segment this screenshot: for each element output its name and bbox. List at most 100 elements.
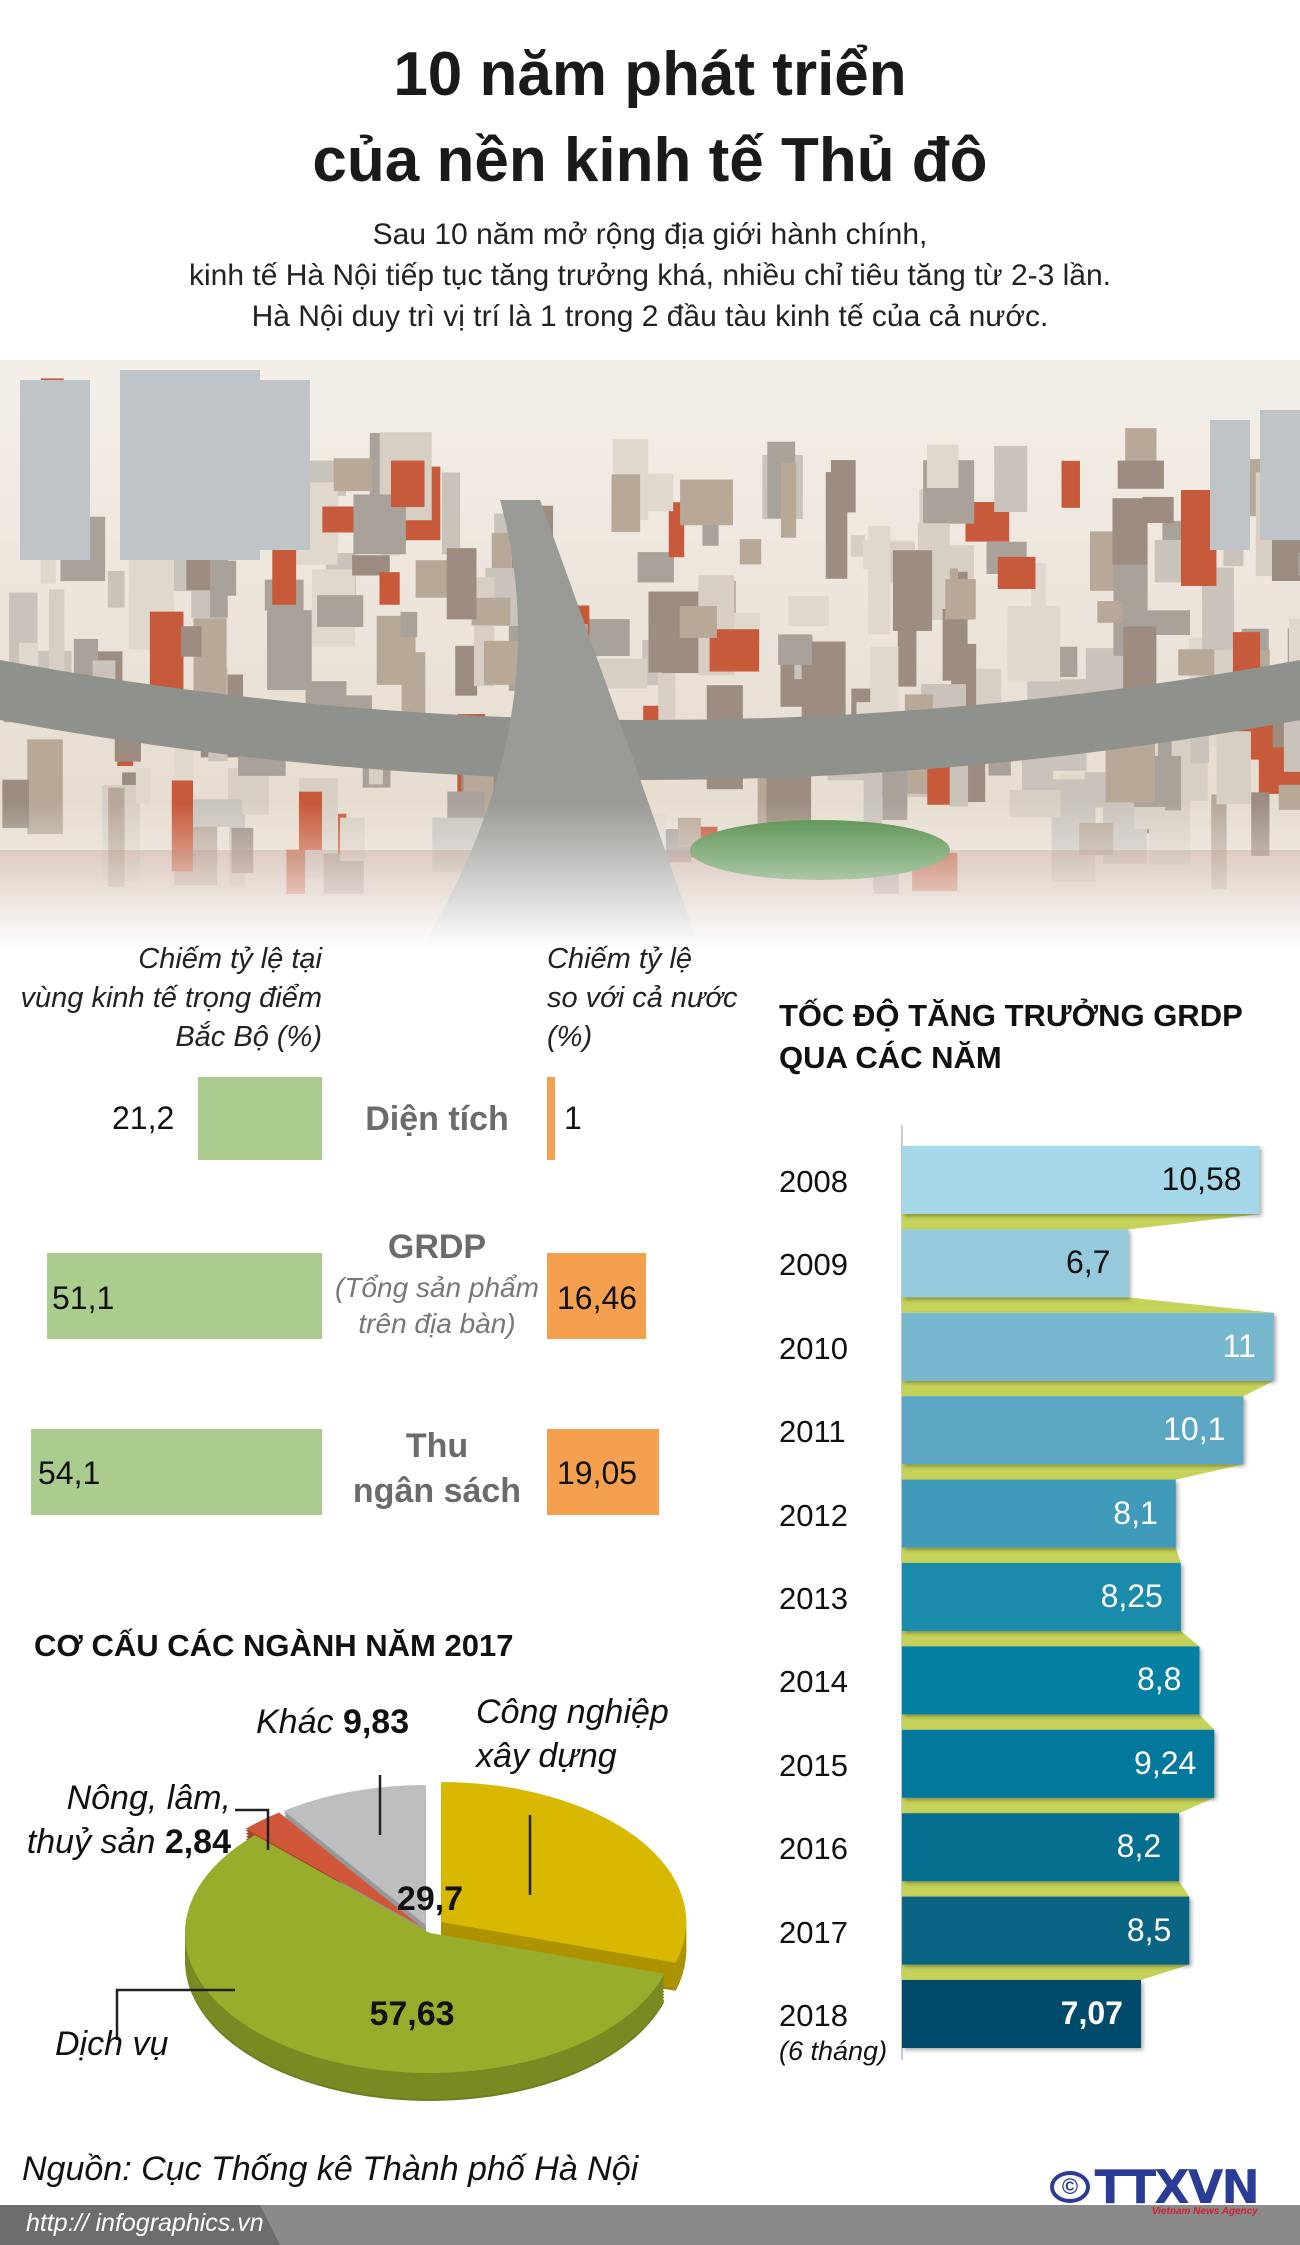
pie-label-agriculture: Nông, lâm, thuỷ sản 2,84: [16, 1776, 231, 1864]
year-note: (6 tháng): [779, 2036, 888, 2066]
bar-value-label: 10,58: [1161, 1161, 1242, 1197]
slice-name: Khác: [256, 1703, 334, 1741]
region-bar-grdp: [47, 1253, 322, 1339]
title-line-2: của nền kinh tế Thủ đô: [312, 126, 988, 195]
slice-value: 2,84: [164, 1823, 231, 1861]
bar-connector: [902, 1714, 1215, 1730]
pie-value-industry: 29,7: [396, 1880, 464, 1918]
bar-connector: [902, 1297, 1274, 1313]
slice-value: 9,83: [342, 1703, 410, 1741]
row-label-grdp: GRDP: [387, 1228, 487, 1266]
bar-connector: [902, 1631, 1200, 1647]
leader-line: [235, 1808, 270, 1850]
subtitle-line: Sau 10 năm mở rộng địa giới hành chính,: [372, 218, 928, 251]
bar-value-label: 8,1: [1113, 1494, 1158, 1531]
source-note: Nguồn: Cục Thống kê Thành phố Hà Nội: [22, 2150, 639, 2188]
leader-line: [115, 1988, 235, 2040]
bar-2018: [902, 1980, 1141, 2048]
national-value-budget: 19,05: [557, 1455, 638, 1491]
year-label: 2010: [779, 1330, 848, 1366]
national-bar-budget: [547, 1429, 659, 1515]
bar-2008: [902, 1146, 1260, 1214]
label-line: Thu: [405, 1427, 469, 1465]
title-line-1: 10 năm phát triển: [393, 40, 907, 109]
bar-value-label: 6,7: [1065, 1244, 1111, 1281]
national-share-header: Chiếm tỷ lệ so với cả nước (%): [547, 940, 767, 1057]
pie-label-other: Khác 9,83: [256, 1700, 409, 1744]
pie-slice-dịch: [185, 1835, 665, 2073]
row-label-budget: Thu ngân sách: [332, 1424, 542, 1514]
year-label: 2016: [779, 1831, 848, 1867]
bar-value-label: 8,8: [1136, 1661, 1182, 1698]
region-value-budget: 54,1: [38, 1455, 101, 1491]
bar-2009: [902, 1229, 1129, 1298]
page-title: 10 năm phát triển của nền kinh tế Thủ đô: [0, 32, 1300, 204]
bar-2012: [902, 1479, 1176, 1548]
region-share-header: Chiếm tỷ lệ tại vùng kinh tế trọng điểm …: [10, 940, 322, 1057]
year-label: 2017: [779, 1914, 848, 1950]
national-bar-grdp: [547, 1253, 646, 1339]
header-line: (%): [547, 1021, 593, 1053]
sublabel-line: trên địa bàn): [358, 1308, 516, 1339]
slice-name-line: thuỷ sản: [26, 1823, 156, 1861]
bar-2011: [902, 1396, 1244, 1465]
slice-name-line: Công nghiệp: [476, 1693, 669, 1731]
bar-connector: [902, 1797, 1215, 1814]
bar-2016: [902, 1813, 1180, 1882]
ttxvn-logo: © TTXVN Vietnam News Agency: [1050, 2160, 1260, 2217]
header-line: Chiếm tỷ lệ tại: [138, 943, 322, 975]
footer-tab: [0, 2205, 280, 2245]
subtitle-line: Hà Nội duy trì vị trí là 1 trong 2 đầu t…: [251, 300, 1049, 333]
bar-2017: [902, 1896, 1190, 1965]
region-value-area: 21,2: [112, 1100, 175, 1136]
logo-subtext: Vietnam News Agency: [1151, 2206, 1258, 2217]
sublabel-line: (Tổng sản phẩm: [335, 1272, 539, 1303]
pie-slice-khác: [283, 1784, 426, 1925]
bar-value-label: 9,24: [1134, 1744, 1197, 1781]
year-label: 2011: [779, 1414, 846, 1450]
bar-value-label: 8,5: [1126, 1911, 1172, 1948]
row-sublabel-grdp: (Tổng sản phẩm trên địa bàn): [332, 1270, 542, 1342]
hanoi-city-photo: [0, 360, 1300, 950]
subtitle: Sau 10 năm mở rộng địa giới hành chính, …: [0, 214, 1300, 337]
label-line: ngân sách: [352, 1472, 522, 1510]
pie-label-services: Dịch vụ: [55, 2025, 169, 2063]
copyright-icon: ©: [1050, 2171, 1090, 2203]
header-line: vùng kinh tế trọng điểm: [20, 982, 322, 1014]
sector-pie-chart: [115, 1775, 687, 2101]
logo-text: TTXVN: [1094, 2160, 1259, 2214]
slice-name-line: xây dựng: [476, 1737, 617, 1775]
pie-slice-nông,: [245, 1812, 421, 1927]
pie-slice-công: [441, 1781, 687, 1963]
header-line: Chiếm tỷ lệ: [547, 943, 693, 975]
year-label: 2009: [779, 1247, 848, 1283]
region-bar-budget: [31, 1429, 322, 1515]
bar-connector: [902, 1464, 1244, 1480]
year-label: 2018: [779, 1998, 848, 2033]
growth-chart-title: TỐC ĐỘ TĂNG TRƯỞNG GRDP QUA CÁC NĂM: [779, 995, 1243, 1079]
bar-2013: [902, 1563, 1181, 1631]
bar-2015: [902, 1729, 1215, 1798]
bar-connector: [902, 1881, 1190, 1897]
pie-label-industry: Công nghiệp xây dựng: [476, 1690, 669, 1778]
pie-value-services: 57,63: [369, 1995, 455, 2033]
year-label: 2012: [779, 1497, 848, 1533]
title-line: TỐC ĐỘ TĂNG TRƯỞNG GRDP: [779, 998, 1243, 1033]
pie-chart-title: CƠ CẤU CÁC NGÀNH NĂM 2017: [34, 1628, 514, 1663]
year-label: 2015: [779, 1747, 848, 1783]
bar-connector: [902, 1214, 1260, 1230]
bar-value-label: 10,1: [1163, 1411, 1226, 1448]
bar-2014: [902, 1646, 1200, 1715]
subtitle-line: kinh tế Hà Nội tiếp tục tăng trưởng khá,…: [188, 259, 1112, 292]
region-bar-area: [198, 1077, 322, 1160]
year-label: 2008: [779, 1164, 848, 1199]
bar-value-label: 11: [1222, 1327, 1256, 1364]
title-line: QUA CÁC NĂM: [779, 1040, 1002, 1075]
row-label-area: Diện tích: [365, 1100, 509, 1138]
bar-2010: [902, 1312, 1274, 1381]
footer-url[interactable]: http:// infographics.vn: [26, 2209, 264, 2237]
bar-connector: [902, 1547, 1181, 1563]
region-value-grdp: 51,1: [52, 1280, 115, 1316]
bar-connector: [902, 1380, 1274, 1397]
